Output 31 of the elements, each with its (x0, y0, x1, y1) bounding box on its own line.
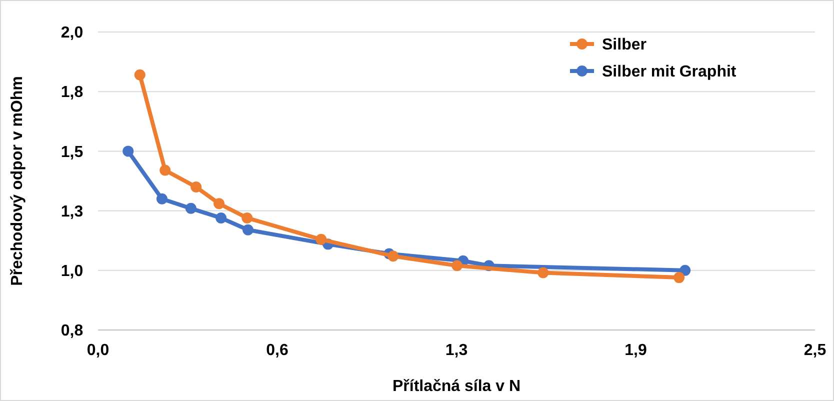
y-tick-label: 1,5 (60, 144, 84, 161)
point (134, 69, 146, 80)
point (190, 181, 202, 192)
x-tick-label: 2,5 (804, 342, 826, 359)
point (316, 234, 327, 245)
y-axis-title: Přechodový odpor v mOhm (9, 76, 26, 286)
point (538, 267, 549, 278)
point (214, 198, 225, 210)
y-tick-label: 2,0 (60, 24, 84, 42)
point (680, 264, 691, 276)
point (242, 212, 253, 224)
point (156, 193, 168, 204)
point (388, 250, 399, 262)
point (674, 272, 685, 284)
point (122, 146, 134, 157)
y-tick-label: 1,3 (60, 203, 84, 220)
legend-label: Silber (602, 36, 646, 54)
point (216, 212, 227, 224)
legend-label: Silber mit Graphit (602, 64, 737, 81)
x-tick-label: 0,0 (86, 342, 110, 359)
point (160, 164, 171, 176)
x-axis-title: Přítlačná síla v N (392, 378, 521, 395)
y-tick-label: 0,8 (60, 322, 84, 340)
y-tick-label: 1,8 (60, 84, 84, 102)
point (185, 202, 196, 214)
point (242, 224, 254, 236)
y-tick-label: 1,0 (60, 263, 84, 280)
x-tick-label: 0,6 (266, 342, 288, 359)
x-tick-label: 1,9 (624, 342, 647, 359)
x-tick-label: 1,3 (445, 342, 468, 359)
point (452, 260, 463, 272)
